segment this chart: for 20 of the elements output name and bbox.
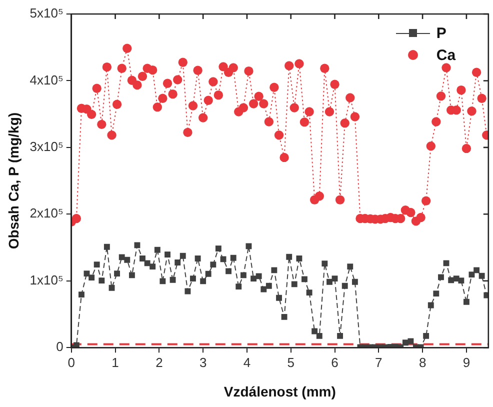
y-axis-title: Obsah Ca, P (mg/kg) [5, 112, 22, 250]
x-axis-title: Vzdálenost (mm) [224, 383, 336, 400]
x-tick-label: 2 [156, 354, 163, 370]
y-tick-label: 3x10⁵ [30, 139, 64, 154]
y-tick-label: 5x10⁵ [30, 6, 64, 21]
x-tick-label: 3 [199, 354, 207, 370]
y-tick-label: 4x10⁵ [30, 72, 64, 88]
x-tick-label: 9 [462, 354, 470, 370]
x-tick-label: 0 [68, 354, 75, 370]
x-tick-label: 8 [418, 354, 426, 370]
x-tick-label: 4 [243, 354, 251, 370]
x-tick-label: 5 [287, 354, 294, 370]
y-tick-label: 1x10⁵ [30, 272, 64, 288]
x-tick-label: 6 [331, 354, 338, 370]
x-tick-label: 7 [375, 354, 382, 370]
legend-label: P [436, 24, 446, 42]
y-tick-label: 2x10⁵ [30, 206, 64, 221]
legend-label: Ca [436, 46, 456, 64]
y-tick-label: 0 [56, 339, 64, 354]
x-tick-label: 1 [112, 354, 119, 370]
